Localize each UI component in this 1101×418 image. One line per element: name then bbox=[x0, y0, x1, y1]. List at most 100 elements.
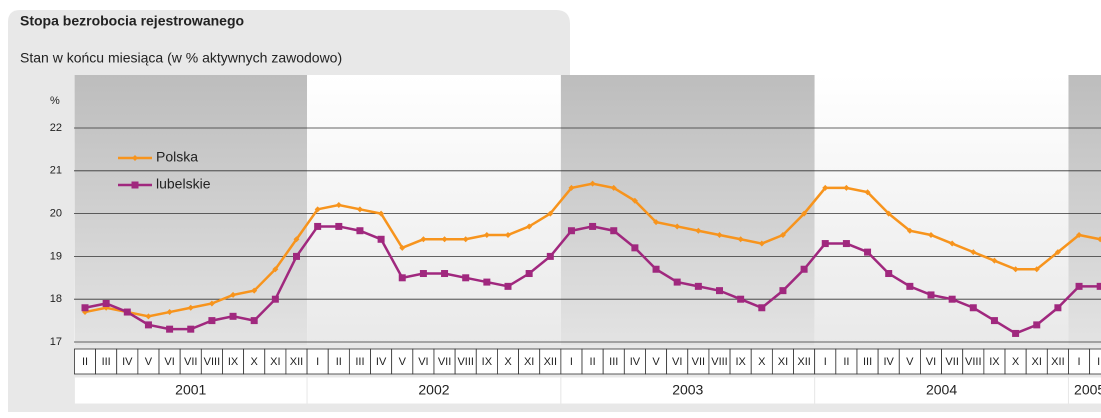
point bbox=[1012, 329, 1020, 337]
year-band bbox=[814, 75, 1069, 345]
x-tick-label: VIII bbox=[457, 356, 474, 368]
point bbox=[1076, 232, 1083, 238]
point bbox=[187, 304, 194, 311]
header-tab bbox=[8, 10, 570, 75]
x-tick-label: VI bbox=[164, 356, 174, 368]
year-cell bbox=[73, 376, 308, 405]
point bbox=[822, 184, 829, 191]
point bbox=[695, 227, 702, 234]
point bbox=[230, 291, 237, 298]
chart-title: Stopa bezrobocia rejestrowanego bbox=[20, 13, 244, 29]
point bbox=[335, 222, 343, 230]
point bbox=[927, 291, 935, 299]
point bbox=[398, 274, 406, 282]
point bbox=[1054, 249, 1061, 256]
x-tick-label: X bbox=[758, 356, 766, 368]
year-band bbox=[74, 75, 308, 345]
year-cell bbox=[814, 376, 1069, 405]
point bbox=[567, 227, 575, 235]
y-tick-label: 18 bbox=[50, 293, 62, 305]
point bbox=[631, 197, 638, 204]
point bbox=[483, 278, 491, 286]
point bbox=[525, 270, 533, 278]
point bbox=[610, 227, 618, 235]
point bbox=[419, 270, 427, 278]
legend-label: Polska bbox=[156, 149, 198, 165]
point bbox=[631, 244, 639, 252]
point bbox=[737, 295, 745, 303]
y-tick-label: 22 bbox=[50, 122, 62, 134]
point bbox=[1054, 304, 1062, 312]
x-tick-label: I bbox=[1078, 356, 1081, 368]
x-tick-label: X bbox=[1012, 356, 1020, 368]
point bbox=[377, 235, 385, 243]
x-tick-label: II bbox=[82, 356, 88, 368]
x-tick-label: VI bbox=[418, 356, 428, 368]
point bbox=[610, 184, 617, 191]
point bbox=[144, 321, 152, 329]
point bbox=[969, 304, 977, 312]
point bbox=[102, 299, 110, 307]
point bbox=[187, 325, 195, 333]
point bbox=[441, 270, 449, 278]
point bbox=[166, 325, 174, 333]
x-tick-label: XII bbox=[1051, 356, 1064, 368]
point bbox=[800, 265, 808, 273]
x-tick-label: XII bbox=[290, 356, 303, 368]
point bbox=[462, 236, 469, 243]
point bbox=[843, 184, 850, 191]
point bbox=[293, 236, 300, 243]
point bbox=[694, 282, 702, 290]
point bbox=[251, 287, 258, 294]
legend-label: lubelskie bbox=[156, 176, 211, 192]
point bbox=[462, 274, 470, 282]
point bbox=[568, 184, 575, 191]
point bbox=[1096, 282, 1101, 290]
x-tick-label: I bbox=[824, 356, 827, 368]
x-tick-label: VIII bbox=[711, 356, 728, 368]
year-band bbox=[560, 75, 815, 345]
point bbox=[208, 300, 215, 307]
point bbox=[673, 278, 681, 286]
x-tick-label: IV bbox=[376, 356, 387, 368]
x-tick-label: XII bbox=[544, 356, 557, 368]
point bbox=[293, 252, 300, 260]
point bbox=[546, 252, 554, 260]
x-tick-label: XII bbox=[797, 356, 810, 368]
point bbox=[271, 295, 279, 303]
y-axis-label: % bbox=[50, 95, 60, 107]
x-tick-label: VII bbox=[692, 356, 705, 368]
point bbox=[81, 304, 89, 312]
x-tick-label: IV bbox=[883, 356, 894, 368]
point bbox=[801, 210, 808, 217]
point bbox=[758, 240, 765, 247]
point bbox=[123, 308, 131, 316]
point bbox=[737, 236, 744, 243]
y-tick-label: 17 bbox=[50, 336, 62, 348]
point bbox=[716, 232, 723, 238]
year-label: 2005 bbox=[1074, 382, 1101, 398]
year-band bbox=[307, 75, 561, 345]
y-tick-label: 19 bbox=[50, 250, 62, 262]
point bbox=[208, 317, 216, 325]
x-tick-label: VIII bbox=[965, 356, 982, 368]
x-tick-label: III bbox=[609, 356, 618, 368]
point bbox=[420, 236, 427, 243]
point bbox=[378, 210, 385, 217]
point bbox=[779, 232, 786, 238]
point bbox=[505, 232, 511, 238]
point bbox=[842, 240, 850, 248]
point bbox=[526, 223, 533, 230]
x-tick-label: IX bbox=[735, 356, 746, 368]
point bbox=[821, 240, 829, 248]
point bbox=[885, 210, 892, 217]
x-tick-label: III bbox=[102, 356, 111, 368]
x-tick-label: II bbox=[336, 356, 342, 368]
point bbox=[547, 210, 554, 217]
x-tick-label: I bbox=[316, 356, 319, 368]
point bbox=[504, 282, 512, 290]
point bbox=[314, 222, 322, 230]
year-cell bbox=[306, 376, 562, 405]
point bbox=[483, 232, 490, 238]
point bbox=[906, 227, 913, 234]
